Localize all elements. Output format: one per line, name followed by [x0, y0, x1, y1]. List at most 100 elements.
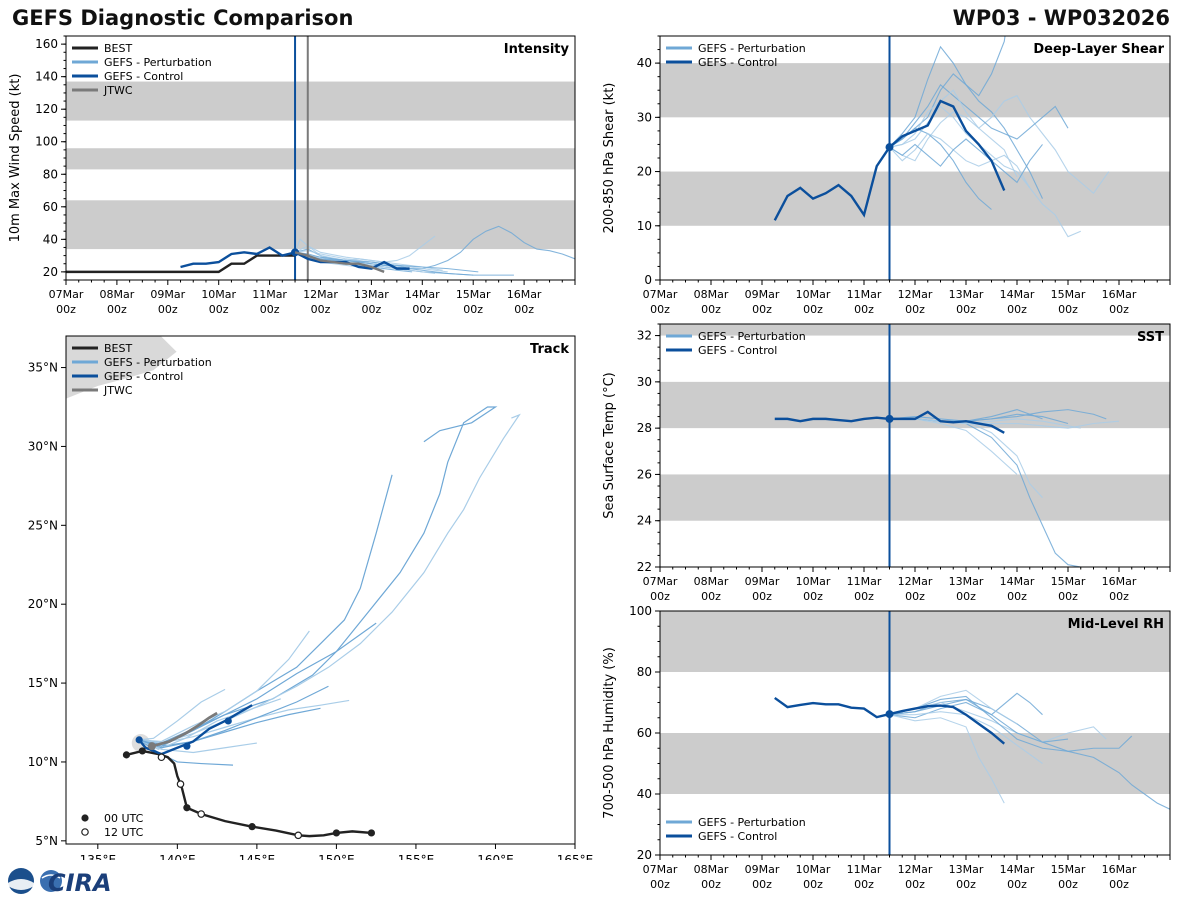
x-tick-sublabel: 00z	[905, 878, 925, 891]
best-00utc-marker	[138, 747, 146, 755]
control-marker	[135, 736, 143, 744]
x-tick-label: 12Mar	[898, 575, 933, 588]
band-shade	[660, 611, 1170, 672]
control-marker	[183, 742, 191, 750]
storm-id: WP03 - WP032026	[952, 6, 1170, 30]
perturbation-line	[889, 418, 1120, 429]
x-tick-sublabel: 00z	[209, 303, 229, 316]
perturbation-line	[889, 94, 1110, 195]
x-tick-label: 13Mar	[949, 575, 984, 588]
x-tick-sublabel: 00z	[854, 878, 874, 891]
y-tick-label: 60	[43, 200, 58, 214]
perturbation-line	[889, 83, 1069, 148]
x-tick-sublabel: 00z	[650, 303, 670, 316]
axes-frame	[659, 323, 1171, 568]
series-line-jtwc	[294, 251, 385, 273]
perturbation-line	[889, 698, 1170, 810]
x-tick-sublabel: 00z	[701, 590, 721, 603]
legend-label-ctrl: GEFS - Control	[698, 344, 777, 357]
band-shade	[660, 324, 1170, 336]
legend-label-best: BEST	[104, 42, 132, 55]
legend-label-pert: GEFS - Perturbation	[104, 356, 212, 369]
y-axis-label: 10m Max Wind Speed (kt)	[8, 74, 23, 243]
track-perturbation	[139, 406, 498, 747]
best-00utc-marker	[367, 829, 375, 837]
track-chart: 135°E 140°E 145°E 150°E 155°E 160°E 165°E 5°N 10…	[28, 335, 593, 860]
x-tick-label: 11Mar	[847, 288, 882, 301]
y-tick-label: 30	[637, 110, 652, 124]
y-tick-label: 160	[35, 37, 58, 51]
x-tick-label: 08Mar	[694, 575, 729, 588]
x-tick-label: 13Mar	[949, 863, 984, 876]
x-tick-sublabel: 00z	[1007, 878, 1027, 891]
x-tick-label: 13Mar	[949, 288, 984, 301]
x-tick-label: 150°E	[318, 853, 355, 860]
shear-chart: 0 10 20 30 40 07Mar 00z 08Mar 00z 09Mar 00z 10Mar 00…	[602, 35, 1171, 316]
x-tick-sublabel: 00z	[1007, 590, 1027, 603]
best-00utc-marker	[183, 804, 191, 812]
y-tick-label: 24	[637, 514, 652, 528]
x-tick-sublabel: 00z	[412, 303, 432, 316]
best-12utc-marker	[176, 780, 185, 788]
init-marker	[885, 143, 894, 152]
x-tick-sublabel: 00z	[1007, 303, 1027, 316]
x-tick-label: 12Mar	[898, 863, 933, 876]
x-tick-label: 145°E	[239, 853, 276, 860]
track-perturbation	[139, 413, 521, 744]
x-tick-label: 08Mar	[694, 288, 729, 301]
x-tick-label: 15Mar	[1051, 575, 1086, 588]
perturbation-line	[889, 695, 1133, 752]
track-best	[126, 749, 372, 838]
plot-area	[660, 324, 1170, 567]
y-tick-label: 60	[637, 726, 652, 740]
x-tick-sublabel: 00z	[362, 303, 382, 316]
best-12utc-marker	[157, 753, 166, 762]
page-title: GEFS Diagnostic Comparison	[12, 6, 354, 30]
x-tick-label: 07Mar	[643, 288, 678, 301]
y-tick-label: 80	[43, 167, 58, 181]
x-tick-label: 08Mar	[100, 288, 135, 301]
x-tick-sublabel: 00z	[956, 303, 976, 316]
band-shade	[660, 733, 1170, 794]
x-tick-label: 11Mar	[252, 288, 287, 301]
x-tick-sublabel: 00z	[803, 590, 823, 603]
x-tick-label: 07Mar	[643, 863, 678, 876]
x-tick-sublabel: 00z	[514, 303, 534, 316]
y-axis-label: 200-850 hPa Shear (kt)	[602, 83, 617, 234]
x-tick-sublabel: 00z	[1109, 590, 1129, 603]
x-tick-label: 10Mar	[201, 288, 236, 301]
y-tick-label: 10°N	[28, 755, 58, 769]
intensity-chart: 20 40 60 80 100 120 140 160 07Mar 00z 08Mar 00z 09Ma…	[8, 35, 576, 316]
x-tick-label: 14Mar	[1000, 288, 1035, 301]
x-tick-label: 16Mar	[1102, 288, 1137, 301]
x-tick-label: 14Mar	[405, 288, 440, 301]
y-tick-label: 100	[629, 605, 652, 618]
track-perturbation	[139, 622, 377, 744]
track-perturbation	[139, 630, 310, 743]
band-shade	[660, 63, 1170, 118]
y-tick-label: 25°N	[28, 518, 58, 532]
x-tick-sublabel: 00z	[701, 303, 721, 316]
perturbation-line	[889, 89, 1018, 178]
legend-label-ctrl: GEFS - Control	[104, 70, 183, 83]
x-tick-label: 14Mar	[1000, 575, 1035, 588]
y-tick-label: 22	[637, 560, 652, 574]
x-tick-sublabel: 00z	[463, 303, 483, 316]
x-tick-label: 155°E	[398, 853, 435, 860]
x-tick-sublabel: 00z	[1058, 303, 1078, 316]
x-tick-label: 15Mar	[456, 288, 491, 301]
legend-label-ctrl: GEFS - Control	[104, 370, 183, 383]
x-tick-sublabel: 00z	[158, 303, 178, 316]
x-tick-sublabel: 00z	[905, 303, 925, 316]
perturbation-line	[294, 251, 474, 276]
legend-label-jtwc: JTWC	[103, 384, 133, 397]
y-tick-label: 15°N	[28, 676, 58, 690]
sst-chart: 22 24 26 28 30 32 07Mar 00z 08Mar 00z 09Mar 00z 10Ma…	[602, 323, 1171, 603]
x-tick-label: 12Mar	[303, 288, 338, 301]
map-area	[66, 336, 521, 840]
x-tick-sublabel: 00z	[854, 303, 874, 316]
y-tick-label: 20°N	[28, 597, 58, 611]
band-shade	[660, 474, 1170, 521]
x-tick-label: 08Mar	[694, 863, 729, 876]
x-tick-sublabel: 00z	[260, 303, 280, 316]
